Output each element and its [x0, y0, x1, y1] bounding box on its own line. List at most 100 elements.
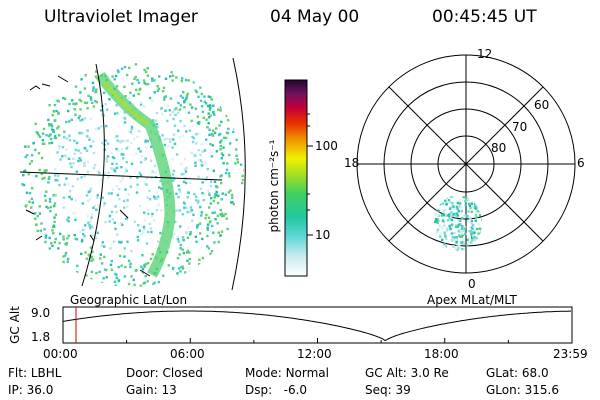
speckle-pixel — [76, 264, 79, 268]
speckle-pixel — [139, 103, 143, 106]
oval-pixel — [445, 237, 448, 240]
speckle-pixel — [170, 71, 173, 74]
speckle-pixel — [130, 162, 134, 165]
speckle-pixel — [106, 142, 110, 145]
speckle-pixel — [171, 179, 175, 183]
speckle-pixel — [90, 218, 93, 222]
speckle-pixel — [199, 99, 203, 103]
speckle-pixel — [217, 240, 220, 244]
oval-pixel — [460, 235, 463, 238]
speckle-pixel — [169, 113, 172, 116]
oval-pixel — [439, 243, 442, 246]
oval-pixel — [445, 229, 449, 232]
speckle-pixel — [105, 124, 108, 128]
speckle-pixel — [134, 269, 138, 273]
speckle-pixel — [179, 190, 182, 193]
speckle-pixel — [185, 206, 188, 209]
speckle-pixel — [198, 232, 202, 235]
speckle-pixel — [128, 130, 131, 133]
speckle-pixel — [75, 141, 79, 145]
speckle-pixel — [45, 169, 48, 172]
speckle-pixel — [119, 221, 123, 225]
speckle-pixel — [85, 257, 89, 260]
speckle-pixel — [70, 198, 73, 201]
speckle-pixel — [218, 133, 221, 137]
oval-pixel — [477, 232, 480, 235]
oval-pixel — [449, 206, 452, 209]
oval-pixel — [475, 247, 478, 251]
speckle-pixel — [143, 263, 146, 267]
oval-pixel — [448, 225, 451, 228]
speckle-pixel — [144, 274, 147, 278]
speckle-pixel — [197, 175, 200, 178]
speckle-pixel — [30, 187, 34, 190]
speckle-pixel — [81, 202, 84, 205]
speckle-pixel — [151, 77, 154, 80]
speckle-pixel — [28, 200, 31, 203]
speckle-pixel — [131, 132, 134, 135]
speckle-pixel — [171, 173, 175, 176]
speckle-pixel — [104, 139, 107, 142]
speckle-pixel — [138, 229, 141, 232]
oval-pixel — [474, 213, 478, 216]
speckle-pixel — [57, 125, 60, 128]
speckle-pixel — [227, 118, 230, 122]
speckle-pixel — [193, 192, 196, 196]
speckle-pixel — [199, 86, 202, 89]
speckle-pixel — [58, 144, 61, 148]
speckle-pixel — [175, 209, 178, 212]
speckle-pixel — [91, 81, 95, 85]
speckle-pixel — [197, 148, 200, 152]
speckle-pixel — [204, 217, 207, 220]
speckle-pixel — [107, 192, 110, 195]
speckle-pixel — [130, 250, 133, 253]
oval-pixel — [467, 241, 470, 244]
speckle-pixel — [189, 103, 192, 106]
speckle-pixel — [191, 152, 194, 155]
speckle-pixel — [178, 253, 181, 256]
speckle-pixel — [213, 195, 217, 198]
oval-pixel — [457, 246, 460, 250]
oval-pixel — [466, 197, 469, 201]
speckle-pixel — [107, 176, 110, 180]
speckle-pixel — [92, 105, 96, 108]
speckle-pixel — [127, 96, 130, 100]
speckle-pixel — [217, 231, 220, 234]
speckle-pixel — [188, 257, 191, 261]
speckle-pixel — [94, 127, 97, 131]
speckle-pixel — [231, 201, 234, 204]
speckle-pixel — [124, 188, 127, 191]
speckle-pixel — [209, 202, 212, 205]
speckle-pixel — [52, 129, 55, 132]
speckle-pixel — [53, 241, 56, 244]
speckle-pixel — [35, 174, 38, 178]
speckle-pixel — [211, 224, 214, 228]
speckle-pixel — [105, 160, 109, 163]
speckle-pixel — [127, 282, 131, 286]
speckle-pixel — [85, 149, 89, 153]
mlat-label-80: 80 — [491, 141, 507, 155]
speckle-pixel — [68, 102, 71, 106]
speckle-pixel — [189, 231, 192, 234]
speckle-pixel — [185, 97, 188, 100]
speckle-pixel — [125, 161, 128, 164]
speckle-pixel — [72, 157, 75, 160]
speckle-pixel — [50, 242, 53, 245]
speckle-pixel — [157, 195, 160, 198]
speckle-pixel — [169, 97, 173, 100]
altitude-xtick-0600: 06:00 — [170, 347, 205, 361]
speckle-pixel — [67, 109, 70, 113]
speckle-pixel — [115, 185, 119, 188]
speckle-pixel — [208, 108, 212, 112]
speckle-pixel — [212, 199, 216, 203]
speckle-pixel — [194, 107, 198, 110]
speckle-pixel — [196, 202, 199, 205]
oval-pixel — [477, 223, 480, 226]
oval-pixel — [468, 229, 471, 233]
info-glon: GLon: 315.6 — [486, 383, 559, 397]
speckle-pixel — [186, 249, 190, 253]
oval-pixel — [474, 198, 477, 201]
speckle-pixel — [189, 210, 192, 213]
speckle-pixel — [150, 99, 154, 103]
speckle-pixel — [210, 98, 213, 101]
